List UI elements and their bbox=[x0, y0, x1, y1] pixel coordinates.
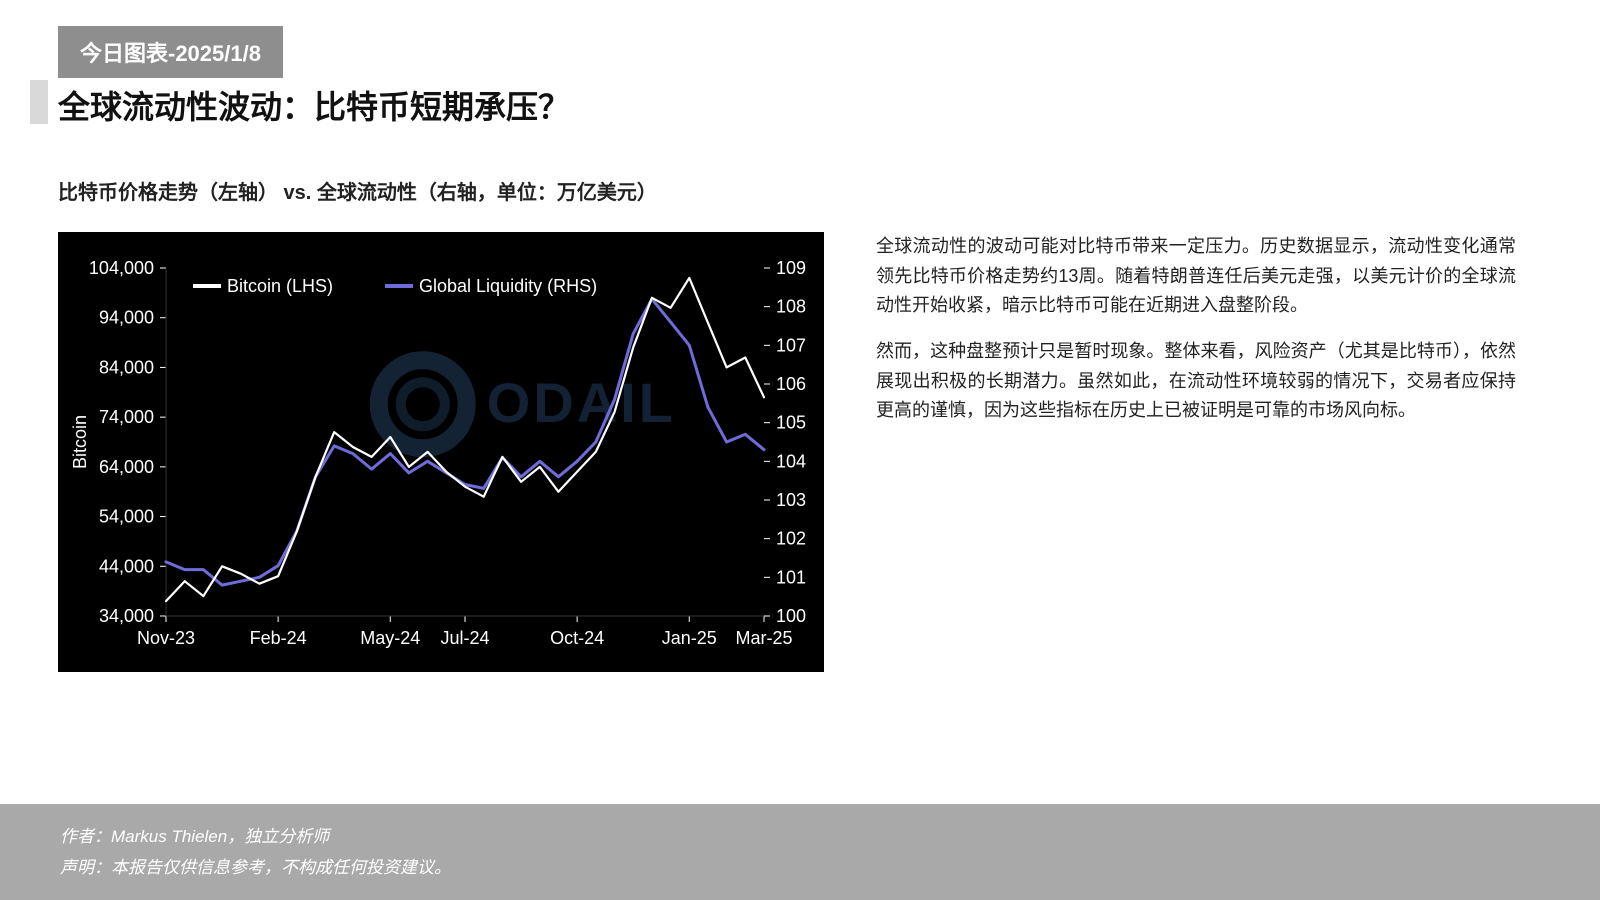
svg-text:Bitcoin: Bitcoin bbox=[70, 415, 90, 469]
svg-text:109: 109 bbox=[776, 258, 806, 278]
svg-text:108: 108 bbox=[776, 297, 806, 317]
svg-text:Global Liquidity (RHS): Global Liquidity (RHS) bbox=[419, 276, 597, 296]
svg-text:100: 100 bbox=[776, 606, 806, 626]
commentary-paragraph-1: 全球流动性的波动可能对比特币带来一定压力。历史数据显示，流动性变化通常领先比特币… bbox=[876, 232, 1516, 321]
commentary-paragraph-2: 然而，这种盘整预计只是暂时现象。整体来看，风险资产（尤其是比特币），依然展现出积… bbox=[876, 337, 1516, 426]
svg-text:107: 107 bbox=[776, 335, 806, 355]
svg-text:94,000: 94,000 bbox=[99, 308, 154, 328]
chart-subtitle: 比特币价格走势（左轴） vs. 全球流动性（右轴，单位：万亿美元） bbox=[58, 176, 657, 205]
page-title: 全球流动性波动：比特币短期承压？ bbox=[58, 82, 570, 128]
svg-text:106: 106 bbox=[776, 374, 806, 394]
title-accent-bar bbox=[30, 80, 48, 124]
svg-text:54,000: 54,000 bbox=[99, 507, 154, 527]
author-line: 作者：Markus Thielen，独立分析师 bbox=[60, 822, 1540, 853]
svg-text:Bitcoin (LHS): Bitcoin (LHS) bbox=[227, 276, 333, 296]
svg-text:Jan-25: Jan-25 bbox=[662, 628, 717, 648]
svg-text:64,000: 64,000 bbox=[99, 457, 154, 477]
price-liquidity-chart: ODAIL 34,000 44,000 54,000 64,000 74,000 84,00… bbox=[58, 232, 824, 672]
svg-text:May-24: May-24 bbox=[360, 628, 420, 648]
svg-text:Oct-24: Oct-24 bbox=[550, 628, 604, 648]
svg-text:Nov-23: Nov-23 bbox=[137, 628, 195, 648]
svg-text:104,000: 104,000 bbox=[89, 258, 154, 278]
svg-text:74,000: 74,000 bbox=[99, 407, 154, 427]
svg-text:101: 101 bbox=[776, 567, 806, 587]
svg-text:102: 102 bbox=[776, 529, 806, 549]
chart-svg: ODAIL 34,000 44,000 54,000 64,000 74,000 84,00… bbox=[58, 232, 824, 672]
svg-text:34,000: 34,000 bbox=[99, 606, 154, 626]
svg-text:104: 104 bbox=[776, 451, 806, 471]
svg-text:84,000: 84,000 bbox=[99, 357, 154, 377]
svg-text:Feb-24: Feb-24 bbox=[250, 628, 307, 648]
svg-text:Mar-25: Mar-25 bbox=[735, 628, 792, 648]
svg-text:44,000: 44,000 bbox=[99, 556, 154, 576]
footer-bar: 作者：Markus Thielen，独立分析师 声明：本报告仅供信息参考，不构成… bbox=[0, 804, 1600, 900]
date-banner: 今日图表-2025/1/8 bbox=[58, 26, 283, 78]
svg-text:Jul-24: Jul-24 bbox=[440, 628, 489, 648]
commentary-block: 全球流动性的波动可能对比特币带来一定压力。历史数据显示，流动性变化通常领先比特币… bbox=[876, 232, 1516, 442]
svg-text:ODAIL: ODAIL bbox=[487, 371, 676, 434]
svg-text:103: 103 bbox=[776, 490, 806, 510]
disclaimer-line: 声明：本报告仅供信息参考，不构成任何投资建议。 bbox=[60, 853, 1540, 884]
report-slide: 今日图表-2025/1/8 全球流动性波动：比特币短期承压？ 比特币价格走势（左… bbox=[0, 0, 1600, 900]
svg-text:105: 105 bbox=[776, 413, 806, 433]
